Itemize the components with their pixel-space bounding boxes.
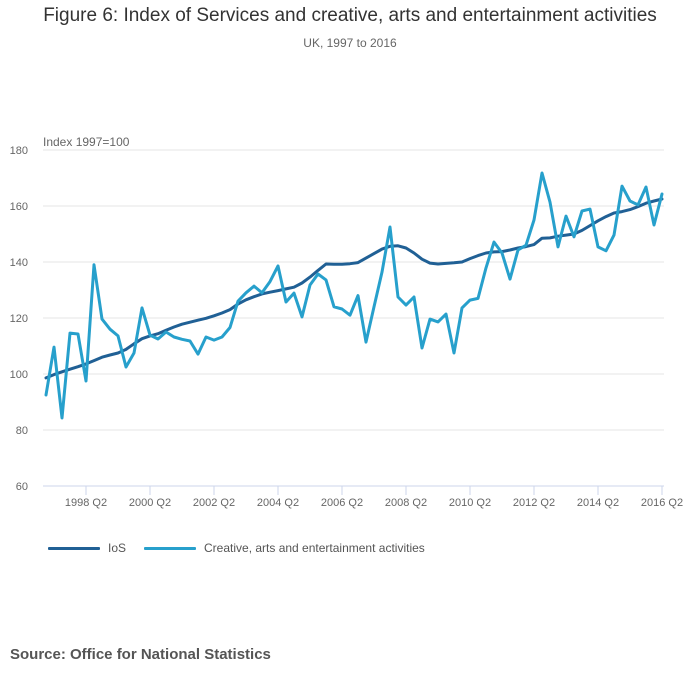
x-tick-label: 1998 Q2 (65, 497, 107, 509)
x-tick-label: 2016 Q2 (641, 497, 683, 509)
y-tick-label: 140 (10, 257, 28, 269)
chart-subtitle: UK, 1997 to 2016 (303, 36, 397, 50)
x-tick-label: 2008 Q2 (385, 497, 427, 509)
legend-swatch-ios (48, 546, 100, 550)
series-lines (44, 171, 664, 420)
legend-item-ios[interactable]: IoS (48, 541, 126, 555)
legend-swatch-creative (144, 546, 197, 550)
legend-item-creative[interactable]: Creative, arts and entertainment activit… (144, 541, 425, 555)
y-tick-label: 100 (10, 369, 28, 381)
x-tick-label: 2012 Q2 (513, 497, 555, 509)
y-tick-label: 120 (10, 313, 28, 325)
legend: IoS Creative, arts and entertainment act… (48, 541, 443, 555)
y-tick-label: 80 (16, 425, 28, 437)
x-axis: 1998 Q2 2000 Q2 2002 Q2 2004 Q2 2006 Q2 2008 … (43, 485, 683, 509)
legend-label-ios: IoS (108, 541, 127, 555)
x-tick-label: 2002 Q2 (193, 497, 235, 509)
y-axis-label: Index 1997=100 (43, 135, 130, 149)
x-tick-label: 2010 Q2 (449, 497, 491, 509)
legend-label-creative: Creative, arts and entertainment activit… (204, 541, 425, 555)
y-tick-label: 60 (16, 481, 28, 493)
x-tick-label: 2014 Q2 (577, 497, 619, 509)
x-tick-label: 2004 Q2 (257, 497, 299, 509)
x-tick-label: 2006 Q2 (321, 497, 363, 509)
y-tick-label: 160 (10, 201, 28, 213)
y-tick-label: 180 (10, 145, 28, 157)
source-note: Source: Office for National Statistics (10, 646, 271, 663)
series-line-creative[interactable] (44, 171, 664, 420)
chart-title: Figure 6: Index of Services and creative… (43, 5, 657, 26)
y-axis: 60 80 100 120 140 160 180 (10, 145, 28, 493)
x-tick-label: 2000 Q2 (129, 497, 171, 509)
gridlines (43, 149, 664, 431)
